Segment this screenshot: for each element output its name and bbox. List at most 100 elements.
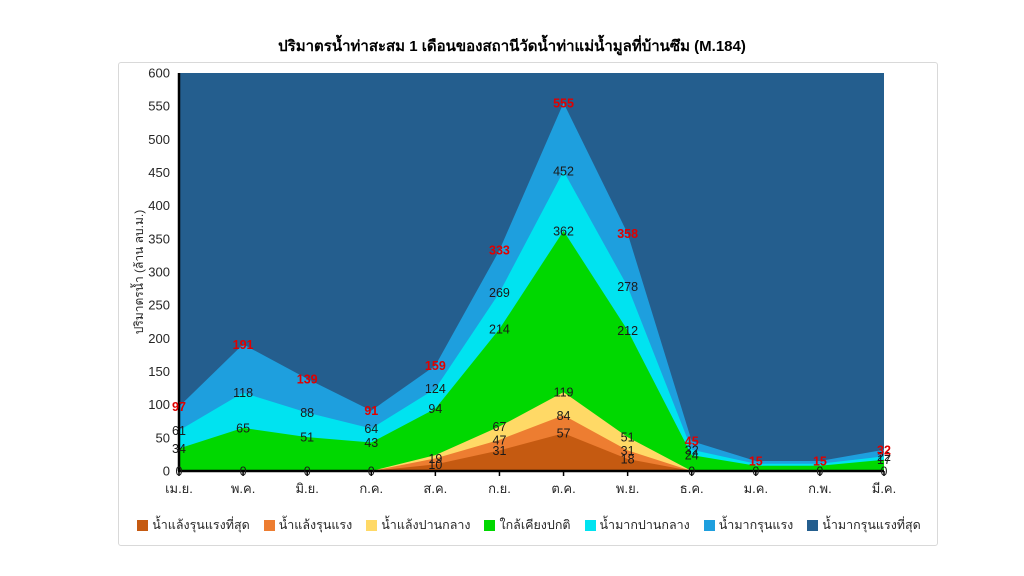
legend-item-drought-moderate: น้ำแล้งปานกลาง [366,515,470,535]
data-label-near-normal: 94 [428,402,442,416]
data-label-drought-most-severe: 18 [621,453,635,467]
data-label-drought-most-severe: 0 [176,465,183,479]
x-tick-label: ก.ค. [359,481,383,496]
data-label-flood-moderate: 269 [489,286,510,300]
data-label-drought-most-severe: 0 [240,465,247,479]
data-label-flood-severe: 191 [233,338,254,352]
data-label-flood-severe: 555 [553,96,574,110]
data-label-flood-severe: 97 [172,400,186,414]
legend-swatch-flood-most-severe [807,519,819,531]
data-label-drought-most-severe: 0 [688,465,695,479]
legend-item-flood-most-severe: น้ำมากรุนแรงที่สุด [807,515,921,535]
legend-label: ใกล้เคียงปกติ [499,518,571,532]
legend-item-near-normal: ใกล้เคียงปกติ [484,515,571,535]
data-label-drought-most-severe: 0 [816,465,823,479]
data-label-flood-severe: 32 [877,443,891,457]
legend-item-drought-severe: น้ำแล้งรุนแรง [263,515,352,535]
legend-item-drought-most-severe: น้ำแล้งรุนแรงที่สุด [137,515,250,535]
data-label-flood-moderate: 22 [877,450,891,464]
data-label-flood-severe: 91 [364,404,378,418]
data-label-flood-moderate: 124 [425,382,446,396]
chart-area: 0 50 100 150 200 250 300 350 400 450 500 550 600 เม.ย… [118,62,938,546]
y-tick-label: 150 [148,364,170,379]
x-tick-label: พ.ค. [231,481,256,496]
y-tick-label: 450 [148,165,170,180]
data-label-flood-moderate: 61 [172,424,186,438]
legend-label: น้ำมากรุนแรงที่สุด [822,518,921,532]
y-tick-label: 400 [148,198,170,213]
data-label-flood-severe: 15 [813,455,827,469]
y-tick-label: 200 [148,331,170,346]
data-label-near-normal: 214 [489,323,510,337]
y-tick-label: 250 [148,298,170,313]
data-label-flood-severe: 139 [297,372,318,386]
data-label-near-normal: 362 [553,224,574,238]
x-tick-label: มิ.ย. [295,481,318,496]
data-label-flood-moderate: 118 [233,386,253,400]
data-label-drought-severe: 31 [621,444,635,458]
data-label-drought-most-severe: 10 [428,458,442,472]
y-axis-title: ปริมาตรน้ำ (ล้าน ลบ.ม.) [130,210,146,334]
x-tick-label: ม.ค. [744,481,769,496]
data-label-drought-most-severe: 0 [304,465,311,479]
x-tick-label: มี.ค. [872,481,897,496]
legend-label: น้ำแล้งปานกลาง [381,518,471,532]
y-tick-label: 50 [156,430,170,445]
data-label-flood-severe: 159 [425,359,446,373]
y-tick-label: 500 [148,132,170,147]
legend-swatch-flood-moderate [584,519,596,531]
area-series-drought-most-severe [179,433,884,471]
data-label-flood-severe: 15 [749,455,763,469]
y-tick-label: 100 [148,397,170,412]
legend-swatch-near-normal [484,519,496,531]
area-series-near-normal [179,230,884,471]
chart-canvas: 050100150200250300350400450500550600เม.ย… [130,66,897,497]
data-label-flood-moderate: 32 [685,443,699,457]
legend-swatch-drought-severe [263,519,275,531]
data-label-drought-most-severe: 0 [368,465,375,479]
data-label-drought-most-severe: 0 [752,465,759,479]
data-label-flood-moderate: 88 [300,406,314,420]
data-label-drought-moderate: 119 [554,386,574,400]
legend-item-flood-severe: น้ำมากรุนแรง [703,515,794,535]
data-label-flood-moderate: 278 [617,280,638,294]
legend-swatch-drought-most-severe [137,519,149,531]
y-tick-label: 300 [148,265,170,280]
x-tick-label: พ.ย. [616,481,639,496]
data-label-near-normal: 17 [877,453,891,467]
data-label-near-normal: 51 [300,431,314,445]
chart-title: ปริมาตรน้ำท่าสะสม 1 เดือนของสถานีวัดน้ำท… [278,38,746,55]
data-label-flood-severe: 358 [617,227,638,241]
legend-item-flood-moderate: น้ำมากปานกลาง [584,515,690,535]
y-tick-label: 600 [148,66,170,81]
data-label-drought-moderate: 51 [621,431,635,445]
data-label-flood-moderate: 64 [364,422,378,436]
data-label-drought-severe: 84 [557,409,571,423]
x-tick-label: ก.ย. [488,481,511,496]
legend-label: น้ำมากปานกลาง [599,518,690,532]
chart-legend: น้ำแล้งรุนแรงที่สุด น้ำแล้งรุนแรง น้ำแล้งป… [119,515,939,535]
x-tick-label: ก.พ. [808,481,832,496]
x-tick-label: ต.ค. [551,481,575,496]
data-label-flood-moderate: 452 [553,165,574,179]
data-label-near-normal: 65 [236,421,250,435]
data-label-near-normal: 43 [364,436,378,450]
x-tick-label: ธ.ค. [680,481,704,496]
data-label-flood-severe: 333 [489,244,510,258]
legend-label: น้ำแล้งรุนแรงที่สุด [152,518,250,532]
y-tick-label: 0 [163,464,170,479]
data-label-drought-most-severe: 57 [557,427,571,441]
data-label-near-normal: 34 [172,442,186,456]
legend-swatch-flood-severe [703,519,715,531]
data-label-drought-most-severe: 0 [881,465,888,479]
legend-label: น้ำมากรุนแรง [718,518,794,532]
data-label-near-normal: 24 [685,449,699,463]
data-label-drought-severe: 19 [428,452,442,466]
y-tick-label: 550 [148,99,170,114]
data-label-drought-most-severe: 31 [493,444,507,458]
data-label-flood-severe: 45 [685,435,699,449]
data-label-drought-moderate: 67 [493,420,507,434]
legend-swatch-drought-moderate [366,519,378,531]
y-tick-label: 350 [148,231,170,246]
